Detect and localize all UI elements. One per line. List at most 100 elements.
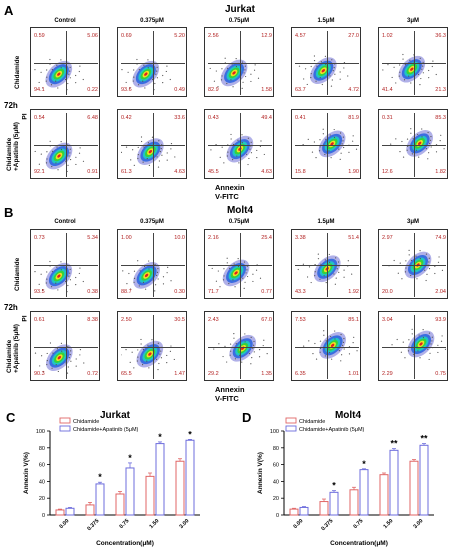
legend-swatch — [59, 417, 71, 424]
significance-marker: * — [362, 459, 366, 469]
quadrant-value-lr: 2.04 — [435, 289, 446, 295]
plot-area: 0.43 49.4 45.5 4.63 — [208, 113, 272, 177]
quadrant-value-ur: 74.9 — [435, 235, 446, 241]
column-label: 0.375μM — [140, 18, 164, 24]
quadrant-value-ul: 0.61 — [34, 317, 45, 323]
bar — [185, 439, 195, 516]
quadrant-value-ur: 85.1 — [348, 317, 359, 323]
quadrant-value-ul: 3.04 — [382, 317, 393, 323]
panel-c-title: Jurkat — [99, 410, 130, 421]
quadrant-value-lr: 0.91 — [87, 169, 98, 175]
panel-a-title: Jurkat — [224, 4, 255, 15]
bar — [349, 489, 359, 516]
bar-chart-jurkat: 0 20 40 60 80 100 Annexin V(%) 0.00 0.375 * 0.75 * 1… — [23, 417, 200, 547]
quadrant-value-ll: 61.3 — [121, 169, 132, 175]
quadrant-value-ur: 36.3 — [435, 33, 446, 39]
plot-area: 0.31 85.3 12.6 1.82 — [382, 113, 446, 177]
density-cloud — [211, 257, 262, 289]
quadrant-divider-h — [382, 347, 446, 348]
flow-plot: 0.59 5.06 94.1 0.22 — [30, 27, 100, 97]
y-axis-label: PI — [21, 113, 29, 120]
flow-plot: 3.38 51.4 43.3 1.92 — [291, 229, 361, 299]
y-tick-label: 60 — [39, 463, 45, 469]
density-cloud — [121, 58, 171, 91]
quadrant-divider-h — [121, 63, 185, 64]
panel-letter-c: C — [6, 410, 16, 425]
x-tick-label: 1.50 — [149, 518, 161, 530]
row-label: Chidamide — [14, 258, 21, 291]
density-cloud — [34, 140, 85, 173]
quadrant-value-ur: 49.4 — [261, 115, 272, 121]
bar — [419, 444, 429, 516]
plot-area: 7.53 85.1 6.35 1.01 — [295, 315, 359, 379]
bar — [319, 501, 329, 516]
quadrant-value-ul: 2.97 — [382, 235, 393, 241]
bar — [55, 509, 65, 516]
quadrant-divider-h — [295, 347, 359, 348]
quadrant-value-lr: 0.38 — [87, 289, 98, 295]
bar — [125, 467, 135, 516]
quadrant-value-ur: 5.06 — [87, 33, 98, 39]
density-cloud — [303, 330, 358, 362]
legend-swatch — [59, 425, 71, 432]
quadrant-value-ll: 6.35 — [295, 371, 306, 377]
quadrant-value-ur: 93.9 — [435, 317, 446, 323]
quadrant-divider-h — [121, 145, 185, 146]
legend-label: Chidamide — [73, 419, 99, 425]
quadrant-value-ll: 15.8 — [295, 169, 306, 175]
plot-area: 0.41 81.9 15.8 1.90 — [295, 113, 359, 177]
plot-area: 1.02 36.3 41.4 21.3 — [382, 31, 446, 95]
density-cloud — [121, 136, 176, 168]
significance-marker: ** — [420, 434, 428, 444]
bar — [155, 443, 165, 516]
significance-marker: * — [332, 481, 336, 491]
flow-plot: 2.56 12.9 82.9 1.58 — [204, 27, 274, 97]
quadrant-value-ul: 0.41 — [295, 115, 306, 121]
bar — [65, 507, 75, 516]
quadrant-value-ul: 0.73 — [34, 235, 45, 241]
y-tick-label: 20 — [273, 496, 279, 502]
quadrant-value-ll: 43.3 — [295, 289, 306, 295]
bar — [359, 469, 369, 516]
legend-label: Chidamide — [299, 419, 325, 425]
time-label: 72h — [4, 101, 18, 110]
quadrant-value-lr: 0.22 — [87, 87, 98, 93]
plot-area: 0.69 5.20 93.6 0.49 — [121, 31, 185, 95]
bar — [389, 449, 399, 516]
significance-marker: ** — [390, 439, 398, 449]
panel-letter-a: A — [4, 3, 14, 18]
flow-plot: 0.61 8.38 90.3 0.72 — [30, 311, 100, 381]
x-axis-label: Annexin V-FITC — [215, 183, 245, 201]
plot-area: 2.16 25.4 71.7 0.77 — [208, 233, 272, 297]
quadrant-value-ll: 71.7 — [208, 289, 219, 295]
quadrant-value-ul: 2.43 — [208, 317, 219, 323]
row-label-line: Chidamide — [6, 339, 13, 373]
y-tick-label: 80 — [39, 446, 45, 452]
quadrant-value-ul: 0.59 — [34, 33, 45, 39]
plot-area: 4.57 27.0 63.7 4.72 — [295, 31, 359, 95]
plot-area: 0.73 5.34 93.5 0.38 — [34, 233, 98, 297]
quadrant-value-ul: 3.38 — [295, 235, 306, 241]
y-tick-label: 100 — [270, 429, 279, 435]
quadrant-value-lr: 1.47 — [174, 371, 185, 377]
y-tick-label: 20 — [39, 496, 45, 502]
quadrant-value-ur: 5.34 — [87, 235, 98, 241]
time-label: 72h — [4, 303, 18, 312]
quadrant-value-ll: 45.5 — [208, 169, 219, 175]
x-tick-label: 0.375 — [320, 518, 334, 532]
quadrant-value-ur: 81.9 — [348, 115, 359, 121]
quadrant-divider-h — [208, 265, 272, 266]
quadrant-value-ur: 85.3 — [435, 115, 446, 121]
quadrant-divider-h — [295, 145, 359, 146]
y-tick-label: 60 — [273, 463, 279, 469]
quadrant-value-ur: 5.20 — [174, 33, 185, 39]
row-label-line: Chidamide — [14, 55, 21, 89]
quadrant-value-ur: 30.5 — [174, 317, 185, 323]
panel-b-title: Molt4 — [226, 205, 254, 216]
quadrant-value-ll: 41.4 — [382, 87, 393, 93]
density-cloud — [382, 53, 437, 86]
quadrant-value-lr: 1.90 — [348, 169, 359, 175]
quadrant-value-ll: 92.1 — [34, 169, 45, 175]
quadrant-value-ul: 0.54 — [34, 115, 45, 121]
quadrant-value-lr: 21.3 — [435, 87, 446, 93]
